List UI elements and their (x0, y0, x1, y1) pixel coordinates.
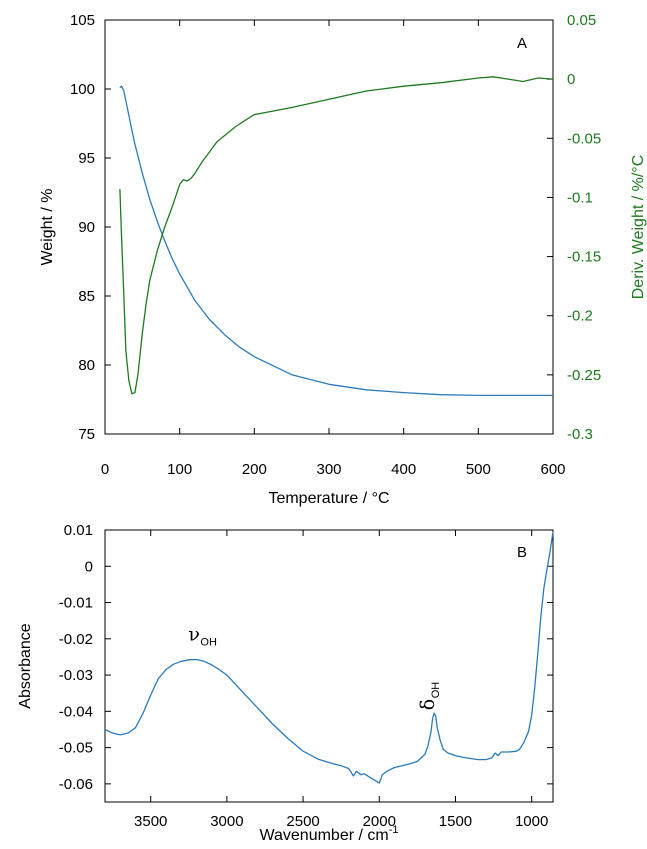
panel-a-ytick-label: 90 (78, 219, 95, 236)
panel-b-xtick-label: 3500 (134, 813, 167, 830)
peak-annotation: δOH (417, 682, 442, 711)
panel-a-ytick-label: 100 (70, 81, 95, 98)
panel-a-y2tick-label: -0.15 (567, 249, 601, 266)
panel-b-xtick-label: 2500 (286, 813, 319, 830)
panel-b-xtick-label: 1500 (439, 813, 472, 830)
panel-a-xtick-label: 200 (242, 461, 267, 478)
panel-a-y2tick-label: -0.3 (567, 426, 593, 443)
panel-b-xtick-label: 1000 (515, 813, 548, 830)
panel-a-xtick-label: 500 (466, 461, 491, 478)
panel-a-xtick-label: 300 (316, 461, 341, 478)
peak-annotation: ν OH (188, 624, 217, 649)
annotation-symbol: ν (188, 624, 200, 646)
panel-b-ytick-label: 0 (85, 558, 93, 575)
panel-a: 0 100 200 300 400 500 600 75 80 85 90 95 100 105 -0.3 -… (39, 12, 647, 507)
panel-a-ytick-label: 95 (78, 150, 95, 167)
panel-b-ytick-label: -0.04 (59, 703, 93, 720)
panel-b-ytick-label: -0.06 (59, 776, 93, 793)
panel-b-xlabel-text: Wavenumber / cm (260, 827, 389, 844)
panel-b-xtick-label: 3000 (210, 813, 243, 830)
panel-b-ytick-label: -0.02 (59, 631, 93, 648)
panel-a-y2tick-label: -0.25 (567, 367, 601, 384)
weight-line (119, 85, 553, 397)
panel-a-y2tick-label: 0.05 (567, 12, 596, 29)
panel-a-ticks: 0 100 200 300 400 500 600 75 80 85 90 95 100 105 -0.3 -… (70, 12, 601, 478)
panel-a-ytick-label: 80 (78, 357, 95, 374)
panel-a-xtick-label: 0 (101, 461, 109, 478)
panel-a-ytick-label: 105 (70, 12, 95, 29)
panel-a-xtick-label: 600 (540, 461, 565, 478)
panel-a-y2tick-label: -0.05 (567, 130, 601, 147)
panel-a-y2tick-label: -0.2 (567, 308, 593, 325)
panel-b-ytick-label: -0.03 (59, 667, 93, 684)
panel-a-xlabel: Temperature / °C (268, 490, 389, 507)
panel-a-y2tick-label: -0.1 (567, 189, 593, 206)
panel-a-label: A (517, 35, 527, 52)
panel-a-y2tick-label: 0 (567, 71, 575, 88)
deriv-weight-line (119, 76, 554, 395)
panel-a-y2label: Deriv. Weight / %/°C (630, 155, 647, 300)
panel-b: 3500 3000 2500 2000 1500 1000 0.01 0 -0.01 -0.02 -… (17, 522, 554, 844)
panel-a-ytick-label: 85 (78, 288, 95, 305)
annotation-subscript: OH (430, 682, 442, 699)
annotation-subscript: OH (200, 637, 217, 649)
absorbance-line (104, 531, 554, 784)
panel-a-ylabel: Weight / % (39, 188, 56, 265)
panel-a-xtick-label: 100 (167, 461, 192, 478)
panel-b-frame (104, 529, 554, 803)
panel-b-xlabel: Wavenumber / cm-1 (260, 824, 399, 844)
panel-a-ytick-label: 75 (78, 426, 95, 443)
panel-b-ytick-label: 0.01 (64, 522, 93, 539)
panel-a-lines (119, 76, 554, 397)
panel-b-ylabel: Absorbance (17, 623, 34, 708)
panel-b-ytick-label: -0.05 (59, 740, 93, 757)
panel-b-xlabel-sup: -1 (389, 824, 399, 836)
panel-b-xtick-label: 2000 (363, 813, 396, 830)
panel-a-xtick-label: 400 (391, 461, 416, 478)
panel-b-ticks: 3500 3000 2500 2000 1500 1000 0.01 0 -0.01 -0.02 -… (59, 522, 553, 830)
panel-b-label: B (517, 544, 527, 561)
panel-b-lines (104, 531, 554, 784)
annotation-symbol: δ (417, 699, 439, 710)
panel-b-ytick-label: -0.01 (59, 595, 93, 612)
